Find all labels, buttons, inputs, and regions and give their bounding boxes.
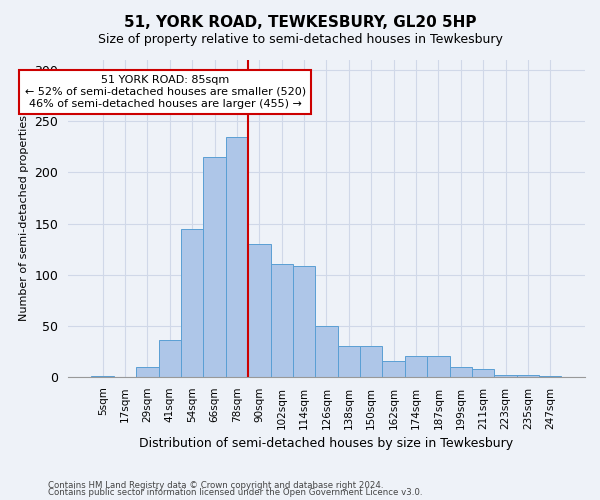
Bar — [472, 368, 494, 377]
Bar — [382, 362, 405, 377]
X-axis label: Distribution of semi-detached houses by size in Tewkesbury: Distribution of semi-detached houses by … — [139, 437, 514, 450]
Text: 51 YORK ROAD: 85sqm
← 52% of semi-detached houses are smaller (520)
46% of semi-: 51 YORK ROAD: 85sqm ← 52% of semi-detach… — [25, 76, 306, 108]
Bar — [91, 376, 114, 377]
Bar — [360, 346, 382, 377]
Y-axis label: Number of semi-detached properties: Number of semi-detached properties — [19, 116, 29, 322]
Text: Size of property relative to semi-detached houses in Tewkesbury: Size of property relative to semi-detach… — [98, 32, 502, 46]
Bar — [427, 356, 449, 377]
Bar — [517, 375, 539, 377]
Bar — [203, 157, 226, 377]
Bar — [316, 326, 338, 377]
Bar — [181, 228, 203, 377]
Bar — [405, 356, 427, 377]
Bar — [248, 244, 271, 377]
Bar — [494, 375, 517, 377]
Bar — [338, 346, 360, 377]
Text: Contains HM Land Registry data © Crown copyright and database right 2024.: Contains HM Land Registry data © Crown c… — [48, 480, 383, 490]
Text: 51, YORK ROAD, TEWKESBURY, GL20 5HP: 51, YORK ROAD, TEWKESBURY, GL20 5HP — [124, 15, 476, 30]
Bar — [136, 366, 158, 377]
Bar — [293, 266, 316, 377]
Bar — [271, 264, 293, 377]
Text: Contains public sector information licensed under the Open Government Licence v3: Contains public sector information licen… — [48, 488, 422, 497]
Bar — [226, 136, 248, 377]
Bar — [449, 366, 472, 377]
Bar — [158, 340, 181, 377]
Bar — [539, 376, 562, 377]
